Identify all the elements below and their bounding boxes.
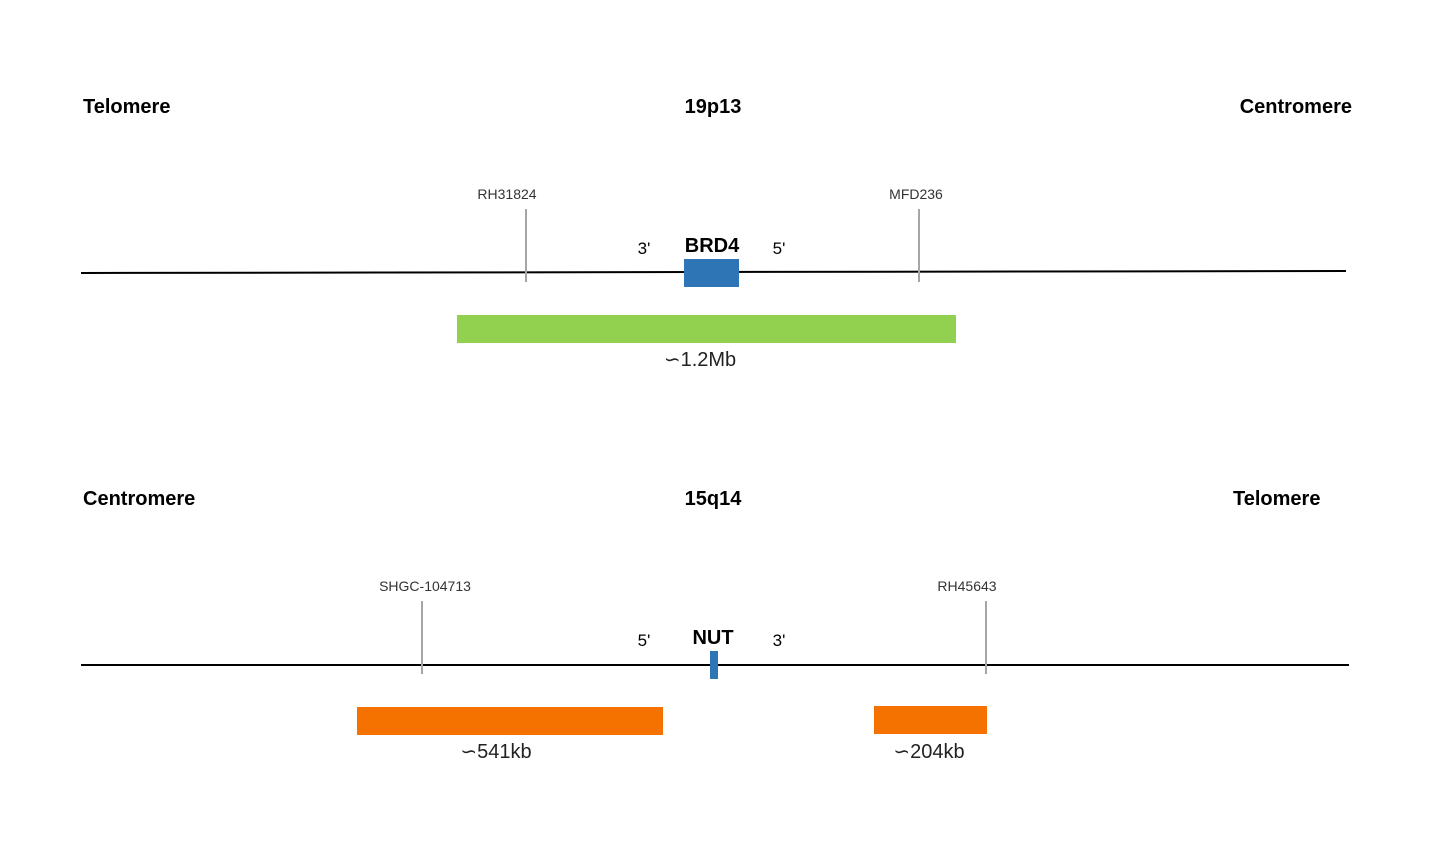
nut-centromeric-probe-size-label: ∽541kb [460, 741, 532, 763]
marker-tick-rh31824 [525, 209, 527, 282]
bottom-band-label: 15q14 [684, 488, 742, 510]
top-right-end-label: Centromere [1239, 96, 1352, 118]
brd4-5-prime-label: 5' [772, 239, 786, 258]
nut-centromeric-probe-bar [357, 707, 663, 735]
marker-tick-rh45643 [985, 601, 987, 674]
top-band-label: 19p13 [684, 96, 742, 118]
nut-gene-label: NUT [692, 627, 734, 649]
marker-label-rh45643: RH45643 [937, 578, 997, 594]
top-left-end-label: Telomere [83, 96, 171, 118]
nut-5-prime-label: 5' [637, 631, 651, 650]
nut-gene-box [710, 651, 718, 679]
nut-telomeric-probe-size-label: ∽204kb [893, 741, 965, 763]
bottom-left-end-label: Centromere [83, 488, 196, 510]
brd4-gene-label: BRD4 [684, 235, 740, 257]
bottom-right-end-label: Telomere [1233, 488, 1321, 510]
marker-label-rh31824: RH31824 [477, 186, 537, 202]
nut-panel: Centromere 15q14 Telomere SHGC-104713 RH… [0, 392, 1452, 784]
marker-tick-shgc-104713 [421, 601, 423, 674]
marker-tick-mfd236 [918, 209, 920, 282]
brd4-probe-size-label: ∽1.2Mb [663, 349, 737, 371]
nut-3-prime-label: 3' [772, 631, 786, 650]
nut-telomeric-probe-bar [874, 706, 987, 734]
marker-label-shgc-104713: SHGC-104713 [379, 578, 471, 594]
brd4-panel: Telomere 19p13 Centromere RH31824 MFD236… [0, 0, 1452, 392]
brd4-spanning-probe-bar [457, 315, 956, 343]
marker-label-mfd236: MFD236 [889, 186, 943, 202]
brd4-3-prime-label: 3' [637, 239, 651, 258]
brd4-gene-box [684, 259, 739, 287]
